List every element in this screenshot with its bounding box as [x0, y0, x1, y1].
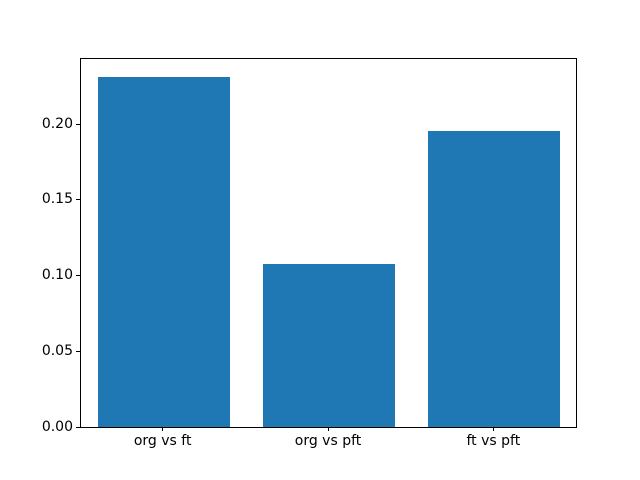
- y-tick-label: 0.15: [41, 191, 73, 208]
- y-tick-mark: [76, 123, 80, 125]
- y-tick-mark: [76, 275, 80, 277]
- y-tick-mark: [76, 350, 80, 352]
- plot-area: [80, 58, 577, 428]
- bar-org-vs-pft: [262, 263, 395, 427]
- bar-ft-vs-pft: [427, 130, 560, 427]
- y-tick-label: 0.00: [41, 418, 73, 435]
- x-tick-mark: [492, 427, 494, 431]
- x-tick-mark: [162, 427, 164, 431]
- x-tick-mark: [327, 427, 329, 431]
- y-tick-label: 0.10: [41, 267, 73, 284]
- y-tick-label: 0.20: [41, 115, 73, 132]
- bar-org-vs-ft: [97, 76, 230, 427]
- y-tick-mark: [76, 199, 80, 201]
- x-tick-label: ft vs pft: [466, 433, 521, 449]
- x-tick-label: org vs pft: [294, 433, 362, 449]
- x-tick-label: org vs ft: [133, 433, 192, 449]
- y-tick-mark: [76, 426, 80, 428]
- y-tick-label: 0.05: [41, 342, 73, 359]
